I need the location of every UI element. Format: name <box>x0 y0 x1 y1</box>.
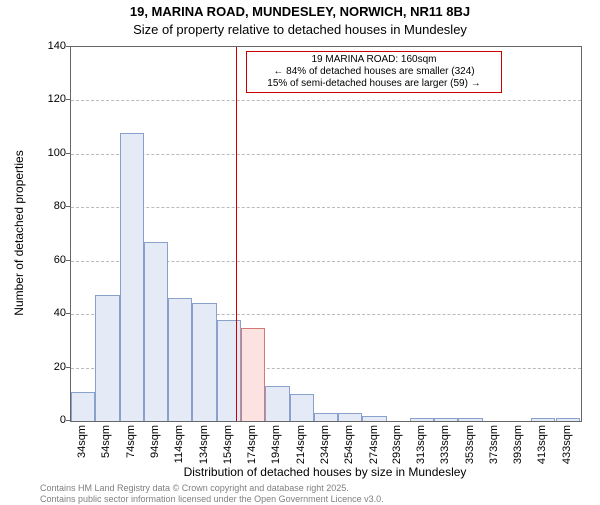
histogram-bar <box>168 298 192 421</box>
x-tick-label: 214sqm <box>295 425 307 464</box>
histogram-bar <box>458 418 482 421</box>
chart-title-line1: 19, MARINA ROAD, MUNDESLEY, NORWICH, NR1… <box>0 4 600 19</box>
gridline <box>71 154 581 155</box>
plot-area: 19 MARINA ROAD: 160sqm ← 84% of detached… <box>70 46 582 422</box>
x-tick-label: 194sqm <box>270 425 282 464</box>
histogram-bar-highlight <box>241 328 265 422</box>
chart-title-line2: Size of property relative to detached ho… <box>0 22 600 37</box>
x-tick-label: 353sqm <box>464 425 476 464</box>
histogram-bar <box>265 386 289 421</box>
x-tick-label: 333sqm <box>439 425 451 464</box>
x-tick-label: 313sqm <box>415 425 427 464</box>
x-tick-label: 154sqm <box>222 425 234 464</box>
histogram-bar <box>95 295 119 421</box>
gridline <box>71 100 581 101</box>
x-tick-label: 274sqm <box>368 425 380 464</box>
y-tick-label: 100 <box>36 147 66 159</box>
x-tick-label: 234sqm <box>319 425 331 464</box>
histogram-bar <box>410 418 434 421</box>
x-tick-label: 34sqm <box>76 425 88 458</box>
histogram-bar <box>192 303 216 421</box>
x-tick-label: 94sqm <box>149 425 161 458</box>
histogram-bar <box>217 320 241 422</box>
histogram-bar <box>531 418 555 421</box>
annotation-line1: 19 MARINA ROAD: 160sqm <box>253 54 495 66</box>
x-tick-label: 293sqm <box>391 425 403 464</box>
x-tick-label: 74sqm <box>125 425 137 458</box>
gridline <box>71 207 581 208</box>
x-tick-label: 433sqm <box>561 425 573 464</box>
x-axis-label: Distribution of detached houses by size … <box>70 465 580 479</box>
histogram-bar <box>290 394 314 421</box>
y-tick-label: 80 <box>36 200 66 212</box>
annotation-box: 19 MARINA ROAD: 160sqm ← 84% of detached… <box>246 51 502 93</box>
y-tick-label: 0 <box>36 414 66 426</box>
histogram-bar <box>362 416 386 421</box>
histogram-bar <box>71 392 95 421</box>
histogram-bar <box>338 413 362 421</box>
y-tick-label: 60 <box>36 254 66 266</box>
x-tick-label: 413sqm <box>536 425 548 464</box>
property-marker-line <box>236 47 237 421</box>
histogram-bar <box>314 413 338 421</box>
chart-container: 19, MARINA ROAD, MUNDESLEY, NORWICH, NR1… <box>0 0 600 500</box>
y-tick-label: 20 <box>36 361 66 373</box>
x-tick-label: 174sqm <box>246 425 258 464</box>
y-tick-label: 40 <box>36 307 66 319</box>
x-tick-label: 254sqm <box>343 425 355 464</box>
y-tick-label: 120 <box>36 93 66 105</box>
attribution-line2: Contains public sector information licen… <box>40 494 384 505</box>
histogram-bar <box>120 133 144 422</box>
y-tick-label: 140 <box>36 40 66 52</box>
annotation-line3: 15% of semi-detached houses are larger (… <box>253 78 495 90</box>
histogram-bar <box>434 418 458 421</box>
x-tick-label: 373sqm <box>488 425 500 464</box>
x-tick-label: 114sqm <box>173 425 185 463</box>
x-tick-label: 134sqm <box>198 425 210 464</box>
y-axis-label: Number of detached properties <box>12 150 26 315</box>
attribution-line1: Contains HM Land Registry data © Crown c… <box>40 483 384 494</box>
histogram-bar <box>144 242 168 421</box>
histogram-bar <box>556 418 580 421</box>
annotation-line2: ← 84% of detached houses are smaller (32… <box>253 66 495 78</box>
x-tick-label: 54sqm <box>100 425 112 458</box>
attribution-text: Contains HM Land Registry data © Crown c… <box>40 483 384 505</box>
x-tick-label: 393sqm <box>512 425 524 464</box>
